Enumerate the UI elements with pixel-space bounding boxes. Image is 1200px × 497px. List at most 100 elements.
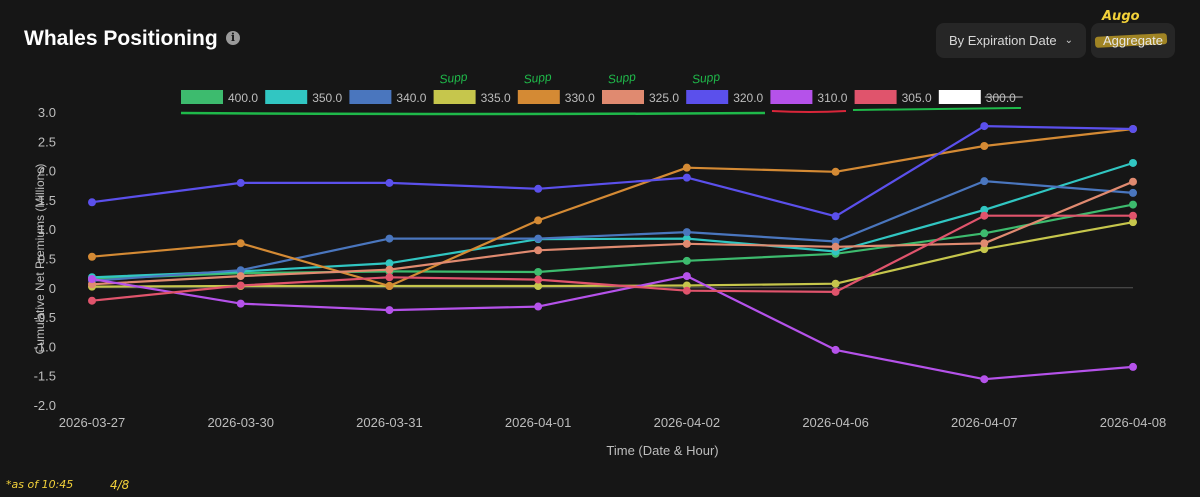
series-point-310.0 [980,375,989,384]
y-tick-label: -0.5 [34,310,56,325]
y-tick-label: -1.5 [34,369,56,384]
info-icon[interactable]: i [226,31,240,45]
series-line-330.0 [91,127,1134,288]
series-point-310.0 [682,272,691,281]
legend-swatch-335.0 [433,90,476,104]
dropdown-label: By Expiration Date [948,33,1057,48]
aggregate-label: Aggregate [1103,33,1163,48]
x-tick-label: 2026-04-01 [505,415,572,430]
series-point-305.0 [980,211,989,220]
series-point-310.0 [831,345,840,354]
series-point-400.0 [1129,200,1137,209]
annotation-supp: Supp [523,70,553,87]
y-tick-label: 1.5 [38,193,56,208]
legend-label-350.0: 350.0 [312,91,342,105]
series-point-310.0 [1129,362,1137,371]
series-point-325.0 [385,265,394,274]
y-tick-label: 2.5 [38,134,56,149]
series-point-305.0 [236,281,245,290]
legend-swatch-340.0 [349,90,392,104]
series-point-305.0 [534,275,543,284]
series-point-310.0 [88,275,96,284]
legend-label-340.0: 340.0 [396,91,426,105]
legend-swatch-320.0 [686,90,729,104]
series-point-340.0 [385,234,394,243]
page-title: Whales Positioning [24,27,218,50]
legend-label-330.0: 330.0 [565,91,595,105]
y-tick-label: -2.0 [34,398,56,413]
legend-swatch-400.0 [181,90,223,104]
series-point-320.0 [88,198,96,207]
y-axis-label: Cumulative Net Premiums (Millions) [33,164,47,355]
series-point-330.0 [831,167,840,176]
legend-label-400.0: 400.0 [228,91,258,105]
series-point-320.0 [1129,124,1137,133]
series-point-310.0 [385,306,394,315]
series-point-330.0 [88,252,96,261]
annotation-augo: Augo [1102,9,1140,24]
legend-label-310.0: 310.0 [817,91,847,105]
series-point-325.0 [831,242,840,251]
series-point-340.0 [682,228,691,237]
series-point-340.0 [236,266,245,275]
series-point-325.0 [682,239,691,248]
aggregate-button[interactable]: Aggregate [1091,23,1175,58]
legend-label-305.0: 305.0 [902,91,932,105]
legend-label-325.0: 325.0 [649,91,679,105]
chevron-down-icon: ⌄ [1064,35,1074,46]
series-point-310.0 [236,299,245,308]
series-point-350.0 [385,259,394,268]
series-point-325.0 [534,246,543,255]
annotation-supp: Supp [691,70,721,87]
series-line-335.0 [91,221,1134,288]
footnote-date: 4/8 [110,478,130,492]
series-point-320.0 [385,178,394,187]
y-tick-label: 3.0 [38,105,56,120]
x-tick-label: 2026-04-06 [802,415,869,430]
series-line-320.0 [91,124,1134,218]
x-axis-label: Time (Date & Hour) [606,443,718,458]
series-line-350.0 [91,161,1134,279]
y-tick-label: 2.0 [38,164,56,179]
legend-swatch-350.0 [265,90,308,104]
legend-label-300.0: 300.0 [986,91,1016,105]
x-tick-label: 2026-03-27 [59,415,126,430]
series-point-400.0 [682,256,691,265]
series-point-320.0 [236,178,245,187]
series-point-305.0 [88,296,96,305]
underline-green-right [852,107,1022,111]
series-point-325.0 [980,239,989,248]
legend-label-335.0: 335.0 [481,91,511,105]
series-line-325.0 [91,180,1134,286]
series-line-340.0 [91,180,1134,282]
series-point-325.0 [1129,177,1137,186]
series-point-340.0 [1129,188,1137,197]
x-tick-label: 2026-04-02 [654,415,721,430]
series-point-330.0 [236,239,245,248]
y-tick-label: 0 [49,281,56,296]
series-point-335.0 [831,279,840,288]
series-point-320.0 [980,122,989,131]
legend-swatch-305.0 [854,90,897,104]
expiration-dropdown[interactable]: By Expiration Date ⌄ [936,23,1086,58]
x-tick-label: 2026-04-08 [1100,415,1167,430]
x-tick-label: 2026-03-31 [356,415,423,430]
series-point-330.0 [980,141,989,150]
series-point-400.0 [980,229,989,238]
series-point-305.0 [831,287,840,296]
series-point-320.0 [831,212,840,221]
series-point-305.0 [385,273,394,282]
series-line-400.0 [91,203,1134,281]
series-line-310.0 [91,275,1134,381]
legend-swatch-300.0 [938,90,981,104]
series-point-320.0 [534,184,543,193]
y-tick-label: -1.0 [34,339,56,354]
y-tick-label: 1.0 [38,222,56,237]
series-point-350.0 [980,205,989,214]
legend-swatch-325.0 [602,90,644,104]
series-point-330.0 [534,216,543,225]
series-point-305.0 [682,286,691,295]
series-point-330.0 [682,163,691,172]
series-point-335.0 [1129,218,1137,227]
